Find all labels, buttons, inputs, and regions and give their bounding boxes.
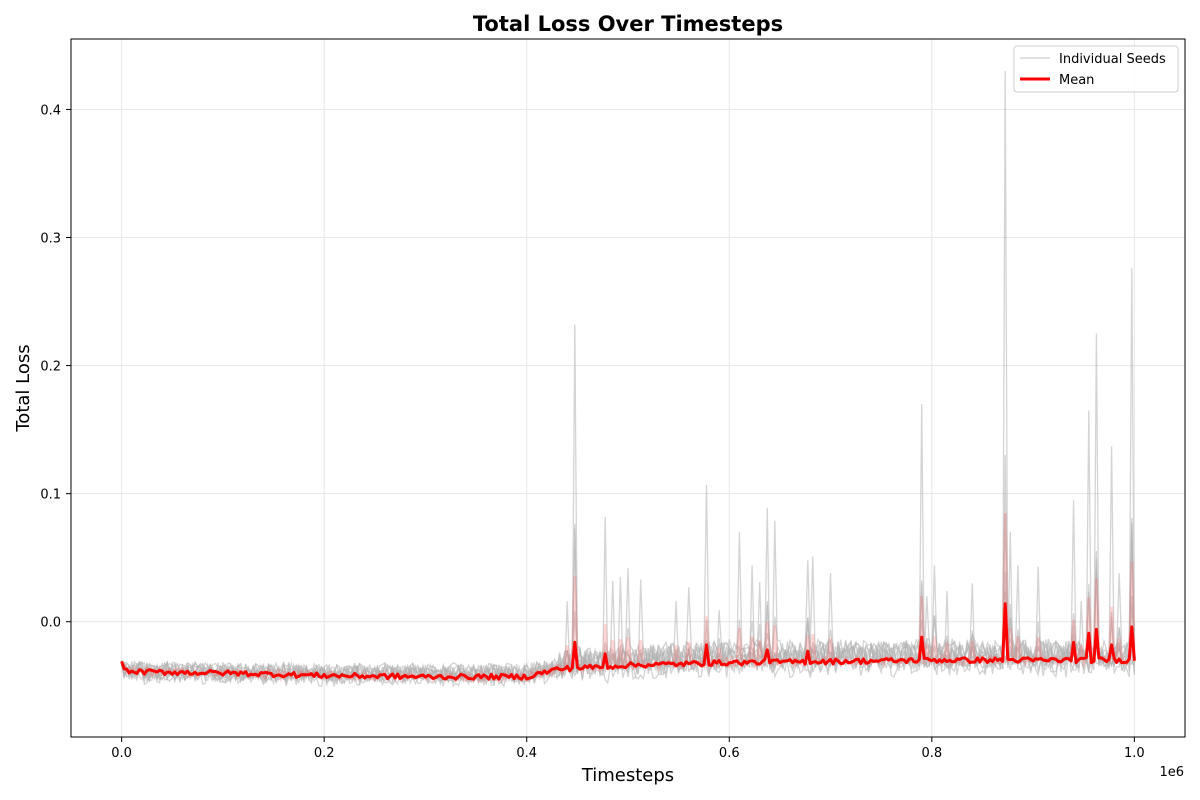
x-tick-label: 0.6 [719,746,740,761]
plot-frame [70,38,1186,738]
x-tick-label: 1.0 [1124,746,1145,761]
legend-box [1013,45,1179,93]
y-tick-label: 0.3 [40,232,61,247]
x-tick-label: 0.4 [516,746,537,761]
x-tick-label: 0.2 [314,746,335,761]
x-axis-label: Timesteps [581,765,674,786]
y-tick-label: 0.0 [40,616,61,631]
axis-ticks: 0.0 0.2 0.4 0.6 0.8 1.0 0.0 0.1 0.2 0.3 0.4 [40,103,1144,761]
legend-seeds-label: Individual Seeds [1059,52,1166,67]
mean-line-group [120,512,1136,684]
chart-title: Total Loss Over Timesteps [473,12,783,36]
mean-line [120,602,1136,681]
x-tick-label: 0.8 [921,746,942,761]
grid-lines [71,39,1185,737]
y-tick-label: 0.4 [40,103,61,118]
legend: Individual Seeds Mean [1013,45,1179,93]
x-axis-offset-label: 1e6 [1159,765,1184,780]
legend-mean-label: Mean [1059,73,1094,88]
y-axis-label: Total Loss [13,344,34,432]
y-tick-label: 0.2 [40,360,61,375]
y-tick-label: 0.1 [40,488,61,503]
seed-line [121,550,1135,683]
x-tick-label: 0.0 [111,746,132,761]
